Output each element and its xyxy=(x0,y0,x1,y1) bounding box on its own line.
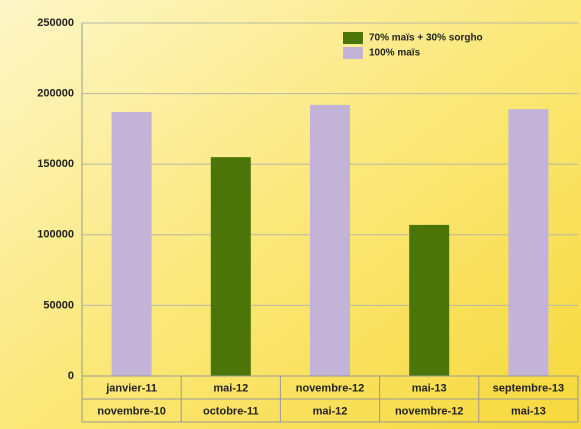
y-tick-label: 100000 xyxy=(37,229,74,241)
legend-swatch xyxy=(343,47,363,59)
bar xyxy=(111,111,152,377)
y-tick-label: 0 xyxy=(68,370,74,382)
bar xyxy=(310,104,350,377)
y-tick-label: 250000 xyxy=(37,17,74,29)
bar xyxy=(508,109,549,376)
bar xyxy=(210,157,251,376)
x-tick-label: mai-13 xyxy=(511,405,546,417)
legend-label: 70% maïs + 30% sorgho xyxy=(369,33,483,44)
bar xyxy=(409,224,450,376)
x-tick-label: mai-12 xyxy=(213,382,248,394)
y-tick-label: 50000 xyxy=(43,299,74,311)
x-tick-label: novembre-12 xyxy=(395,405,463,417)
y-tick-label: 150000 xyxy=(37,158,74,170)
x-tick-label: novembre-12 xyxy=(296,382,364,394)
x-tick-label: novembre-10 xyxy=(97,405,165,417)
x-tick-label: mai-12 xyxy=(313,405,348,417)
x-tick-label: mai-13 xyxy=(412,382,447,394)
x-tick-label: septembre-13 xyxy=(493,382,565,394)
legend-label: 100% maïs xyxy=(369,48,421,59)
legend-swatch xyxy=(343,32,363,44)
x-tick-label: janvier-11 xyxy=(105,382,157,394)
y-tick-label: 200000 xyxy=(37,88,74,100)
x-tick-label: octobre-11 xyxy=(203,405,259,417)
